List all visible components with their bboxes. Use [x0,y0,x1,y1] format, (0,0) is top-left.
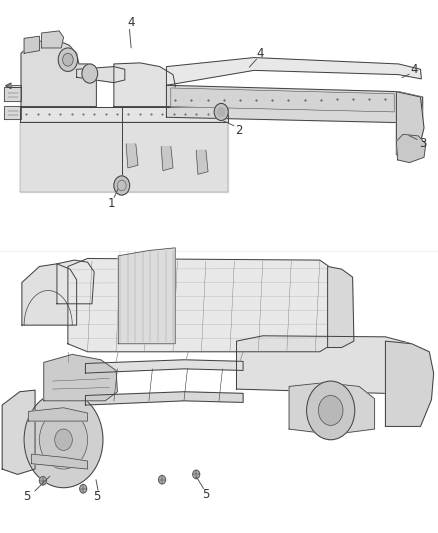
Polygon shape [289,383,374,434]
Circle shape [82,64,98,83]
Circle shape [114,176,130,195]
Polygon shape [118,248,175,344]
Polygon shape [11,85,21,87]
Circle shape [39,477,46,485]
Polygon shape [6,83,11,88]
Text: 3: 3 [419,138,426,150]
Circle shape [58,48,78,71]
Polygon shape [396,92,424,160]
Circle shape [318,395,343,425]
Polygon shape [21,40,96,107]
Circle shape [193,470,200,479]
Polygon shape [4,106,21,119]
Text: 5: 5 [24,490,31,503]
Polygon shape [28,408,88,421]
Text: 2: 2 [235,124,243,137]
Polygon shape [85,392,243,405]
Polygon shape [42,31,64,48]
Polygon shape [44,354,117,401]
Text: 1: 1 [108,197,116,210]
Text: 4: 4 [410,63,418,76]
Text: 5: 5 [202,488,209,501]
Circle shape [214,103,228,120]
Polygon shape [85,360,243,373]
Polygon shape [171,88,394,112]
Circle shape [55,429,72,450]
Polygon shape [32,454,88,469]
Circle shape [63,53,73,66]
Polygon shape [114,63,175,107]
Polygon shape [24,36,39,53]
Circle shape [39,410,88,469]
Polygon shape [4,87,21,101]
Polygon shape [68,259,333,352]
Circle shape [218,108,225,116]
Polygon shape [77,67,125,83]
Polygon shape [2,390,35,474]
Polygon shape [57,260,94,304]
Polygon shape [328,266,354,348]
Polygon shape [22,264,77,325]
Circle shape [307,381,355,440]
Polygon shape [385,341,434,426]
Polygon shape [20,122,228,192]
Polygon shape [396,134,426,163]
Polygon shape [20,107,228,122]
Polygon shape [237,336,416,393]
Polygon shape [126,144,138,168]
Polygon shape [196,150,208,174]
Circle shape [80,484,87,493]
Text: 4: 4 [257,47,265,60]
Circle shape [24,392,103,488]
Polygon shape [161,147,173,171]
Circle shape [159,475,166,484]
Text: 5: 5 [93,490,100,503]
Polygon shape [166,85,423,128]
Text: 4: 4 [127,16,135,29]
Polygon shape [166,58,421,85]
